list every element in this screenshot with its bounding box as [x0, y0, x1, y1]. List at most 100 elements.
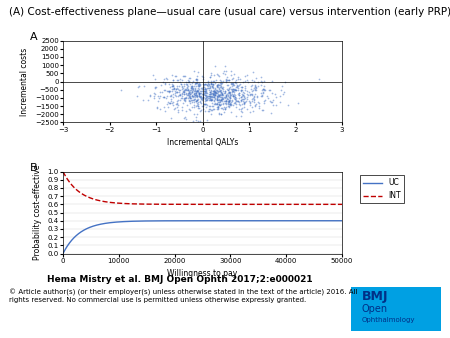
UC — [252, 219, 257, 223]
Point — [216, 77, 224, 82]
Point — [187, 100, 194, 105]
Point — [243, 94, 250, 99]
Point — [252, 102, 260, 107]
Point — [261, 88, 268, 93]
Point — [210, 88, 217, 94]
Point — [217, 101, 225, 106]
Point — [221, 99, 228, 104]
Point — [197, 93, 204, 98]
Point — [196, 93, 203, 99]
Point — [243, 98, 250, 103]
Point — [189, 99, 196, 105]
Point — [243, 77, 251, 82]
Point — [213, 106, 220, 112]
Point — [207, 80, 215, 86]
Point — [150, 93, 158, 98]
Point — [260, 89, 267, 95]
Point — [171, 105, 179, 110]
Point — [222, 79, 229, 85]
Point — [180, 83, 187, 89]
Point — [196, 82, 203, 87]
Point — [206, 103, 213, 109]
Point — [226, 102, 234, 107]
Point — [256, 101, 263, 106]
Point — [199, 103, 206, 108]
Point — [240, 99, 248, 105]
Point — [202, 89, 209, 94]
Point — [158, 89, 166, 94]
Point — [214, 93, 221, 99]
Point — [208, 107, 215, 113]
Point — [244, 72, 251, 78]
Point — [166, 81, 173, 86]
Point — [212, 88, 219, 93]
Point — [193, 90, 200, 96]
Point — [225, 96, 232, 102]
Point — [220, 106, 227, 111]
Point — [277, 100, 284, 105]
Point — [254, 93, 261, 98]
Point — [206, 75, 213, 80]
Point — [195, 90, 203, 96]
Point — [224, 82, 231, 88]
Point — [221, 91, 228, 96]
Point — [207, 87, 215, 93]
Point — [162, 80, 169, 85]
Point — [199, 84, 206, 89]
Point — [212, 90, 220, 96]
Point — [196, 90, 203, 96]
Point — [182, 87, 189, 93]
Point — [167, 100, 174, 105]
Point — [150, 90, 158, 96]
Point — [180, 95, 187, 100]
Point — [266, 88, 274, 93]
Point — [182, 87, 189, 92]
Point — [233, 98, 240, 104]
Point — [180, 89, 188, 94]
Point — [214, 101, 221, 106]
Point — [211, 96, 218, 101]
Point — [156, 89, 163, 95]
Point — [199, 103, 207, 108]
Point — [181, 98, 188, 103]
Point — [238, 96, 245, 101]
Point — [181, 115, 188, 120]
Point — [222, 98, 229, 103]
INT — [60, 170, 66, 174]
Point — [203, 94, 211, 100]
Point — [185, 89, 193, 95]
Point — [201, 81, 208, 87]
Point — [194, 93, 201, 98]
Point — [316, 76, 323, 81]
Point — [214, 90, 221, 95]
Point — [214, 94, 221, 99]
Point — [174, 78, 181, 83]
Point — [209, 104, 216, 109]
Point — [207, 89, 214, 95]
Point — [195, 94, 202, 99]
Point — [207, 90, 215, 95]
Point — [194, 105, 202, 111]
Point — [239, 92, 246, 97]
Point — [257, 78, 264, 83]
Point — [209, 97, 216, 102]
Point — [213, 88, 220, 93]
Point — [216, 99, 223, 104]
Point — [211, 78, 218, 84]
Point — [235, 99, 243, 105]
Point — [184, 92, 191, 97]
Point — [207, 72, 214, 78]
Point — [242, 85, 249, 91]
Point — [230, 88, 237, 94]
Point — [235, 95, 243, 101]
Point — [178, 90, 185, 95]
Point — [239, 84, 246, 90]
Point — [221, 94, 229, 100]
Point — [225, 99, 233, 104]
Point — [177, 97, 184, 102]
Point — [183, 84, 190, 89]
Point — [201, 101, 208, 106]
Point — [220, 101, 227, 107]
Point — [189, 88, 197, 93]
Point — [257, 75, 264, 80]
